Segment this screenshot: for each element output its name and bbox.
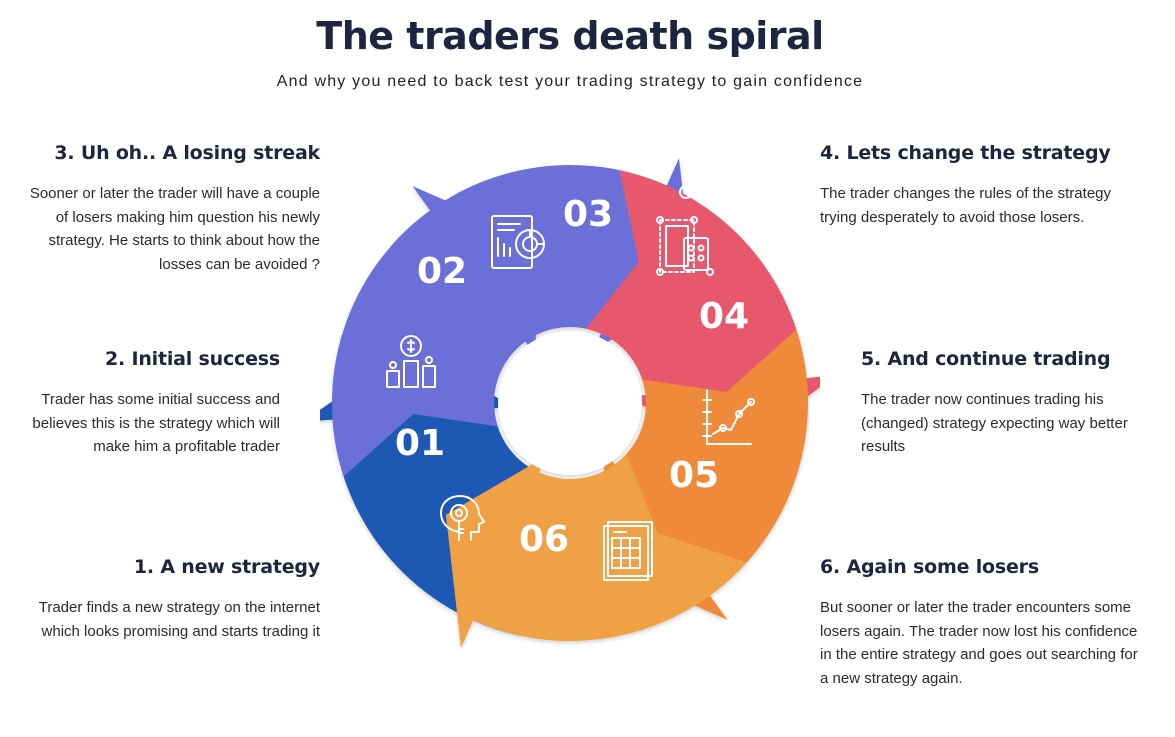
step-2-heading: 2. Initial success: [105, 348, 280, 370]
step-6-block: 6. Again some losers But sooner or later…: [820, 556, 1150, 690]
step-5-text: The trader now continues trading his (ch…: [861, 391, 1128, 455]
step-2-block: 2. Initial success Trader has some initi…: [10, 348, 280, 459]
step-1-heading: 1. A new strategy: [133, 556, 320, 578]
step-5-block: 5. And continue trading The trader now c…: [861, 348, 1151, 459]
center-hub: [498, 331, 642, 475]
arrow-segment-06: [445, 453, 747, 648]
head-key-icon: [440, 495, 485, 541]
step-number-01: 01: [395, 423, 445, 464]
step-3-block: 3. Uh oh.. A losing streak Sooner or lat…: [20, 142, 320, 276]
step-6-text: But sooner or later the trader encounter…: [820, 599, 1138, 687]
step-3-heading: 3. Uh oh.. A losing streak: [54, 142, 320, 164]
line-graph-icon: [702, 389, 755, 445]
step-6-heading: 6. Again some losers: [820, 556, 1039, 578]
step-3-text: Sooner or later the trader will have a c…: [29, 185, 320, 273]
step-5-heading: 5. And continue trading: [861, 348, 1111, 370]
step-1-text: Trader finds a new strategy on the inter…: [38, 599, 320, 640]
step-1-block: 1. A new strategy Trader finds a new str…: [20, 556, 320, 643]
spreadsheet-icon: [603, 521, 653, 581]
money-growth-icon: [386, 335, 436, 388]
cycle-diagram: 01 02 03 04 05 06: [320, 158, 820, 648]
step-number-05: 05: [669, 455, 719, 496]
step-2-text: Trader has some initial success and beli…: [32, 391, 280, 455]
step-4-text: The trader changes the rules of the stra…: [820, 185, 1111, 226]
step-number-03: 03: [563, 194, 613, 235]
page-subtitle: And why you need to back test your tradi…: [276, 73, 864, 90]
step-4-heading: 4. Lets change the strategy: [820, 142, 1111, 164]
report-chart-icon: [491, 215, 545, 269]
step-number-04: 04: [699, 296, 749, 337]
calculator-diagram-icon: [656, 185, 714, 276]
step-4-block: 4. Lets change the strategy The trader c…: [820, 142, 1140, 229]
step-number-06: 06: [519, 519, 569, 560]
page-title: The traders death spiral: [316, 14, 824, 58]
step-number-02: 02: [417, 251, 467, 292]
